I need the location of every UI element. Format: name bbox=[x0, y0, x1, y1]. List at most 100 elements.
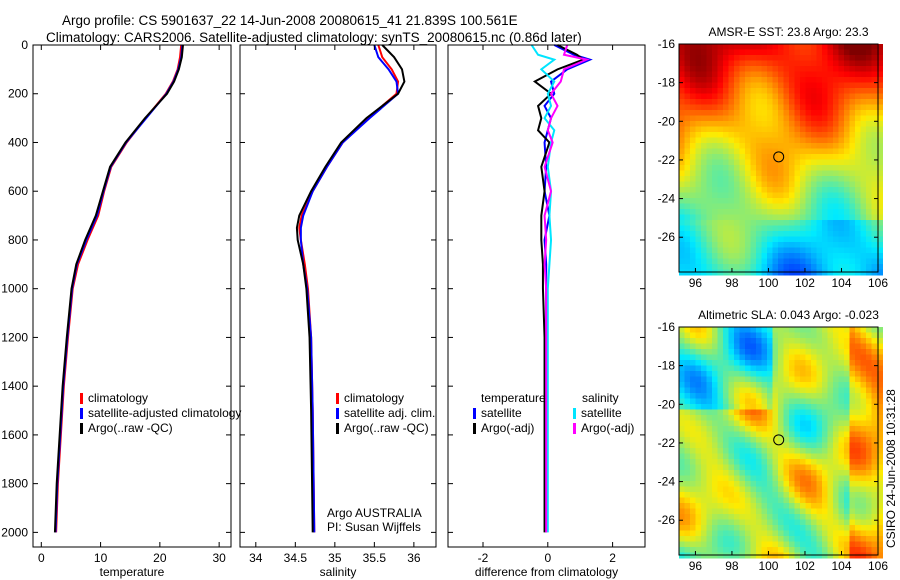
legend-swatch bbox=[573, 423, 576, 434]
map-cell bbox=[695, 536, 702, 542]
map-cell bbox=[701, 530, 707, 537]
map-cell bbox=[684, 415, 691, 421]
map-cell bbox=[756, 159, 762, 166]
map-cell bbox=[695, 110, 702, 116]
map-cell bbox=[860, 176, 867, 182]
map-cell bbox=[822, 66, 828, 72]
map-cell bbox=[783, 143, 790, 149]
map-cell bbox=[767, 519, 773, 526]
map-cell bbox=[789, 376, 795, 383]
map-cell bbox=[789, 126, 795, 133]
legend-label: satellite bbox=[581, 406, 622, 420]
plot-frame bbox=[447, 44, 646, 548]
map-cell bbox=[822, 503, 828, 509]
map-cell bbox=[761, 420, 768, 427]
map-cell bbox=[745, 442, 751, 449]
map-cell bbox=[827, 354, 834, 361]
map-cell bbox=[816, 60, 823, 67]
map-cell bbox=[794, 143, 801, 149]
map-cell bbox=[690, 77, 696, 83]
map-cell bbox=[844, 453, 850, 460]
map-cell bbox=[761, 338, 768, 344]
map-cell bbox=[723, 170, 729, 177]
map-cell bbox=[838, 77, 845, 83]
map-cell bbox=[811, 55, 817, 61]
map-cell bbox=[739, 220, 746, 226]
map-cell bbox=[772, 49, 779, 56]
map-cell bbox=[684, 360, 691, 366]
map-cell bbox=[728, 203, 735, 210]
map-cell bbox=[695, 88, 702, 94]
map-cell bbox=[717, 115, 724, 122]
map-cell bbox=[811, 121, 817, 127]
map-cell bbox=[844, 349, 850, 355]
map-cell bbox=[827, 327, 834, 333]
map-cell bbox=[712, 536, 718, 542]
map-cell bbox=[866, 187, 872, 193]
series-line-satellite-adjusted-climatology bbox=[54, 44, 184, 533]
map-cell bbox=[706, 398, 713, 405]
map-cell bbox=[833, 360, 839, 366]
map-cell bbox=[855, 154, 861, 160]
map-cell bbox=[805, 530, 812, 537]
map-cell bbox=[805, 536, 812, 542]
map-cell bbox=[871, 209, 878, 215]
map-cell bbox=[761, 470, 768, 476]
map-cell bbox=[684, 88, 691, 94]
map-cell bbox=[800, 475, 806, 482]
map-cell bbox=[866, 525, 872, 531]
map-cell bbox=[877, 231, 883, 237]
map-cell bbox=[756, 547, 762, 553]
map-cell bbox=[833, 236, 839, 243]
map-cell bbox=[767, 525, 773, 531]
map-cell bbox=[783, 55, 790, 61]
map-cell bbox=[761, 530, 768, 537]
map-cell bbox=[717, 327, 724, 333]
series-line-salinity-argo-adj- bbox=[543, 44, 590, 533]
map-cell bbox=[739, 214, 746, 221]
map-cell bbox=[816, 426, 823, 432]
map-cell bbox=[855, 55, 861, 61]
map-cell bbox=[723, 508, 729, 515]
map-cell bbox=[761, 181, 768, 188]
map-cell bbox=[695, 437, 702, 443]
map-cell bbox=[684, 247, 691, 254]
map-cell bbox=[805, 338, 812, 344]
x-tick-label: 106 bbox=[868, 559, 888, 573]
map-cell bbox=[695, 404, 702, 410]
map-cell bbox=[706, 225, 713, 232]
map-cell bbox=[789, 170, 795, 177]
map-cell bbox=[877, 492, 883, 498]
map-cell bbox=[717, 541, 724, 548]
map-cell bbox=[756, 338, 762, 344]
map-cell bbox=[690, 525, 696, 531]
map-cell bbox=[822, 176, 828, 182]
map-cell bbox=[761, 71, 768, 78]
map-cell bbox=[679, 354, 685, 361]
map-cell bbox=[695, 236, 702, 243]
map-cell bbox=[789, 60, 795, 67]
map-cell bbox=[783, 343, 790, 350]
map-cell bbox=[712, 415, 718, 421]
map-cell bbox=[778, 547, 784, 553]
map-cell bbox=[855, 170, 861, 177]
map-cell bbox=[783, 464, 790, 471]
map-cell bbox=[877, 225, 883, 232]
x-tick-label: 102 bbox=[795, 559, 815, 573]
map-cell bbox=[855, 104, 861, 111]
map-cell bbox=[805, 71, 812, 78]
legend-swatch bbox=[80, 423, 83, 434]
map-cell bbox=[690, 236, 696, 243]
map-cell bbox=[717, 88, 724, 94]
legend-swatch bbox=[573, 408, 576, 419]
map-cell bbox=[761, 82, 768, 89]
map-cell bbox=[833, 541, 839, 548]
map-cell bbox=[789, 453, 795, 460]
map-cell bbox=[844, 327, 850, 333]
map-cell bbox=[789, 253, 795, 259]
map-cell bbox=[849, 420, 856, 427]
map-cell bbox=[822, 115, 828, 122]
map-cell bbox=[778, 44, 784, 50]
map-cell bbox=[794, 203, 801, 210]
map-cell bbox=[794, 176, 801, 182]
